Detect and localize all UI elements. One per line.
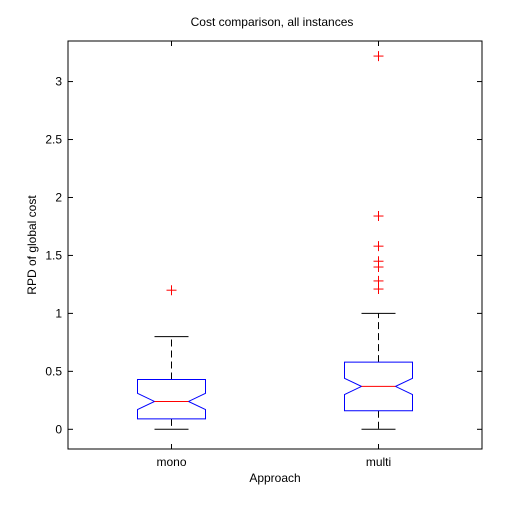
outlier-point	[373, 241, 384, 252]
outlier-point	[373, 275, 384, 286]
y-tick-label: 1.5	[45, 248, 62, 262]
box-multi	[344, 51, 413, 430]
box-mono	[137, 285, 206, 430]
y-tick-label: 2.5	[45, 133, 62, 147]
x-tick-label: multi	[366, 455, 391, 469]
outlier-point	[373, 211, 384, 222]
boxes-layer	[137, 51, 413, 430]
outlier-point	[373, 51, 384, 62]
y-tick-label: 0	[55, 422, 62, 436]
notched-box	[137, 378, 206, 420]
x-axis-label: Approach	[249, 471, 300, 485]
notched-box	[344, 361, 413, 412]
y-tick-label: 2	[55, 190, 62, 204]
y-tick-label: 3	[55, 75, 62, 89]
chart-title: Cost comparison, all instances	[191, 15, 354, 29]
axis-ticks: 0 0.5 1 1.5 2 2.5 3 mono multi	[45, 41, 482, 469]
outlier-point	[166, 285, 177, 296]
y-axis-label: RPD of global cost	[25, 195, 39, 295]
x-tick-label: mono	[156, 455, 186, 469]
outlier-point	[373, 256, 384, 267]
y-tick-label: 1	[55, 306, 62, 320]
y-tick-label: 0.5	[45, 364, 62, 378]
plot-area-frame	[67, 40, 483, 450]
